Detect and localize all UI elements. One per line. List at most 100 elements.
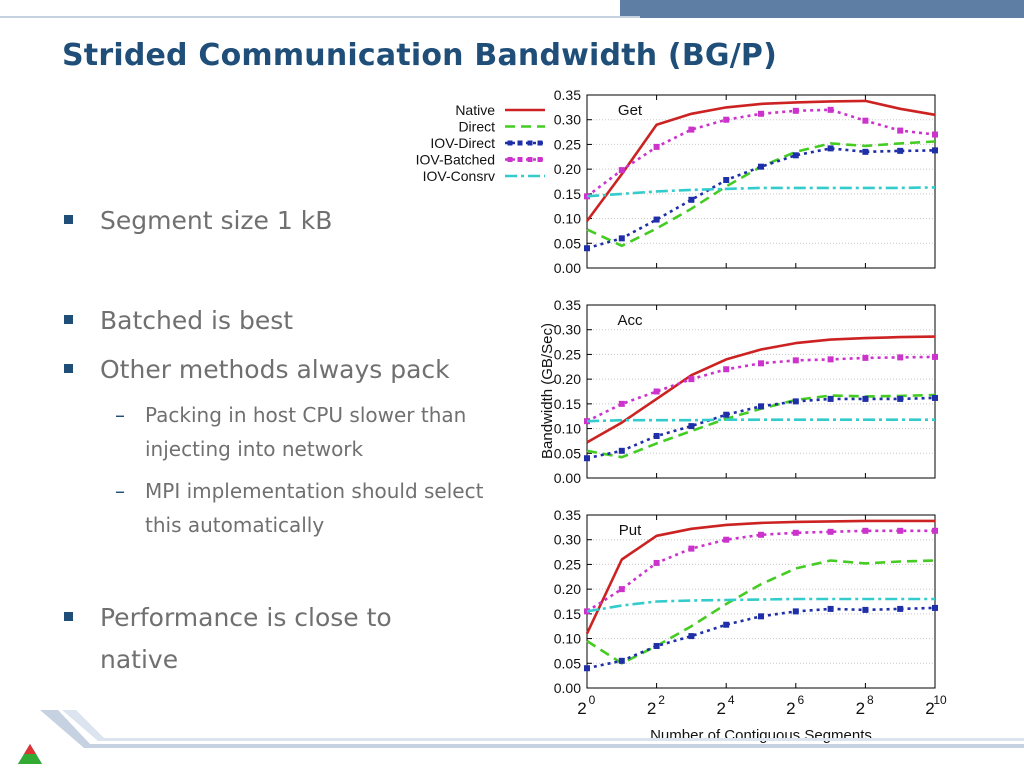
data-point-iov-batched	[862, 354, 869, 361]
y-tick-label: 0.10	[554, 631, 581, 647]
data-point-iov-direct	[723, 621, 730, 628]
legend-marker-iov-direct	[517, 140, 523, 146]
y-tick-label: 0.15	[554, 606, 581, 622]
data-point-iov-batched	[792, 357, 799, 364]
data-point-iov-batched	[653, 388, 660, 395]
data-point-iov-direct	[653, 432, 660, 439]
data-point-iov-direct	[618, 447, 625, 454]
legend-marker-iov-batched	[507, 157, 513, 162]
y-tick-label: 0.05	[554, 445, 581, 461]
data-point-iov-direct	[584, 245, 590, 252]
bullet-batched-best: Batched is best	[63, 300, 293, 342]
subbullet-packing: Packing in host CPU slower than injectin…	[115, 398, 485, 466]
data-point-iov-direct	[792, 398, 799, 405]
x-tick-label-exponent: 0	[589, 693, 596, 707]
legend-marker-iov-direct	[537, 140, 543, 146]
y-tick-label: 0.30	[554, 532, 581, 548]
data-point-iov-batched	[792, 107, 799, 114]
data-point-iov-direct	[758, 613, 764, 620]
series-line-native	[585, 99, 936, 222]
data-point-iov-batched	[618, 167, 625, 174]
data-point-iov-batched	[932, 353, 938, 360]
top-accent-line	[0, 16, 640, 18]
data-point-iov-direct	[653, 642, 660, 649]
y-tick-label: 0.05	[554, 655, 581, 671]
data-point-iov-batched	[862, 527, 869, 534]
panel-label-put: Put	[619, 522, 642, 539]
footer-decoration	[18, 710, 1024, 764]
data-point-iov-batched	[827, 106, 834, 113]
bullet-other-methods: Other methods always pack	[64, 349, 520, 391]
x-tick-label-base: 2	[577, 699, 586, 718]
y-tick-label: 0.15	[554, 186, 581, 202]
panel-frame	[586, 94, 936, 269]
y-tick-label: 0.20	[554, 581, 581, 597]
data-point-iov-batched	[618, 586, 625, 593]
data-point-iov-direct	[723, 177, 730, 184]
legend-marker-iov-batched	[517, 157, 523, 162]
data-point-iov-batched	[827, 356, 834, 363]
legend-marker-iov-direct	[527, 140, 533, 146]
data-point-iov-direct	[618, 657, 625, 664]
panel-label-acc: Acc	[617, 312, 643, 329]
data-point-iov-direct	[862, 606, 869, 613]
y-axis-label: Bandwidth (GB/Sec)	[539, 323, 556, 459]
y-tick-label: 0.35	[554, 507, 581, 523]
legend-label-iov-consrv: IOV-Consrv	[423, 168, 495, 184]
legend-marker-iov-batched	[537, 157, 543, 162]
data-point-iov-direct	[932, 604, 938, 611]
bullet-segment-size: Segment size 1 kB	[63, 200, 332, 242]
y-tick-label: 0.30	[554, 322, 581, 338]
slide-title: Strided Communication Bandwidth (BG/P)	[62, 38, 777, 73]
data-point-iov-direct	[758, 163, 764, 170]
legend-label-direct: Direct	[458, 119, 495, 135]
y-tick-label: 0.10	[554, 211, 581, 227]
data-point-iov-batched	[723, 536, 730, 543]
legend-label-iov-direct: IOV-Direct	[430, 135, 495, 151]
data-point-iov-direct	[584, 665, 590, 672]
data-point-iov-batched	[688, 545, 695, 552]
series-line-native	[586, 335, 936, 444]
data-point-iov-direct	[827, 145, 834, 152]
data-point-iov-batched	[723, 366, 730, 373]
data-point-iov-direct	[584, 455, 590, 462]
bullet-performance: Performance is close to native	[64, 597, 460, 681]
series-line-native	[585, 519, 935, 635]
panel-frame	[586, 304, 936, 479]
data-point-iov-batched	[897, 527, 904, 534]
x-tick-label-base: 2	[856, 699, 865, 718]
data-point-iov-batched	[688, 376, 695, 383]
y-tick-label: 0.10	[554, 421, 581, 437]
subbullet-mpi: MPI implementation should select this au…	[115, 474, 490, 542]
data-point-iov-direct	[792, 152, 799, 159]
series-line-iov-batched	[586, 529, 935, 613]
y-tick-label: 0.05	[554, 235, 581, 251]
y-tick-label: 0.30	[554, 112, 581, 128]
x-tick-label-exponent: 10	[933, 693, 947, 707]
legend-marker-iov-direct	[507, 140, 513, 146]
data-point-iov-batched	[618, 400, 625, 407]
y-tick-label: 0.20	[554, 371, 581, 387]
data-point-iov-direct	[723, 411, 730, 418]
data-point-iov-batched	[758, 360, 764, 367]
data-point-iov-direct	[688, 196, 695, 203]
data-point-iov-batched	[862, 117, 869, 124]
x-tick-label-exponent: 6	[797, 693, 804, 707]
data-point-iov-batched	[897, 127, 904, 134]
legend-marker-iov-batched	[527, 157, 533, 162]
y-tick-label: 0.00	[554, 680, 581, 696]
data-point-iov-direct	[897, 395, 904, 402]
data-point-iov-batched	[584, 193, 590, 200]
data-point-iov-batched	[792, 529, 799, 536]
y-tick-label: 0.25	[554, 556, 581, 572]
data-point-iov-batched	[827, 528, 834, 535]
data-point-iov-batched	[758, 110, 764, 117]
data-point-iov-direct	[618, 235, 625, 242]
data-point-iov-direct	[792, 608, 799, 615]
data-point-iov-direct	[862, 395, 869, 402]
y-tick-label: 0.35	[554, 87, 581, 103]
data-point-iov-direct	[827, 605, 834, 612]
data-point-iov-direct	[653, 216, 660, 223]
data-point-iov-direct	[688, 633, 695, 640]
